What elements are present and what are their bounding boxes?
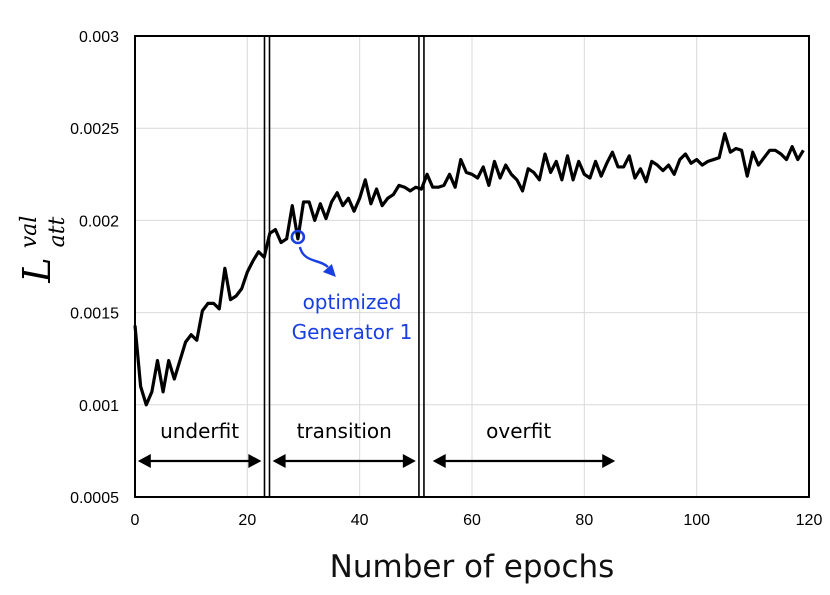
region-label: overfit (486, 419, 551, 443)
x-tick-label: 20 (238, 512, 256, 529)
y-tick-label: 0.0015 (70, 306, 119, 323)
arrowhead-right-icon (602, 454, 616, 468)
y-tick-label: 0.002 (79, 213, 119, 230)
series (133, 132, 805, 407)
x-tick-label: 120 (796, 512, 823, 529)
y-axis-title-main: L (15, 257, 59, 283)
region-label: underfit (160, 419, 239, 443)
arrowhead-right-icon (248, 454, 262, 468)
arrowhead-left-icon (432, 454, 446, 468)
region-underfit: underfit (137, 419, 262, 468)
annotation-arrowhead-icon (322, 263, 336, 277)
x-tick-label: 80 (575, 512, 593, 529)
y-tick-label: 0.0025 (70, 121, 119, 138)
series-line (133, 132, 805, 407)
arrowhead-left-icon (137, 454, 151, 468)
annotation-label: optimized (303, 290, 402, 314)
y-tick-label: 0.0005 (70, 490, 119, 507)
annotation: optimized Generator 1 (290, 229, 413, 344)
region-transition: transition (272, 419, 416, 468)
y-axis-ticks: 0.0005 0.001 0.0015 0.002 0.0025 0.003 (70, 29, 119, 507)
x-axis-ticks: 0 20 40 60 80 100 120 (131, 512, 823, 529)
y-axis-title-sup: val (17, 216, 42, 249)
region-label: transition (297, 419, 392, 443)
region-boundaries (263, 36, 425, 497)
arrowhead-right-icon (402, 454, 416, 468)
y-tick-label: 0.001 (79, 398, 119, 415)
x-tick-label: 60 (463, 512, 481, 529)
region-labels: underfit transition overfit (137, 419, 616, 468)
x-axis-title: Number of epochs (330, 549, 615, 585)
y-axis-title-sub: att (45, 216, 70, 247)
annotation-pointer (298, 246, 329, 268)
optimum-marker-icon (290, 229, 306, 245)
plot-frame (134, 35, 810, 498)
grid (135, 36, 809, 497)
y-axis-title: L val att (15, 216, 70, 284)
y-tick-label: 0.003 (79, 29, 119, 46)
region-overfit: overfit (432, 419, 616, 468)
x-tick-label: 40 (351, 512, 369, 529)
x-tick-label: 100 (683, 512, 710, 529)
annotation-label: Generator 1 (292, 320, 413, 344)
arrowhead-left-icon (272, 454, 286, 468)
x-tick-label: 0 (131, 512, 140, 529)
